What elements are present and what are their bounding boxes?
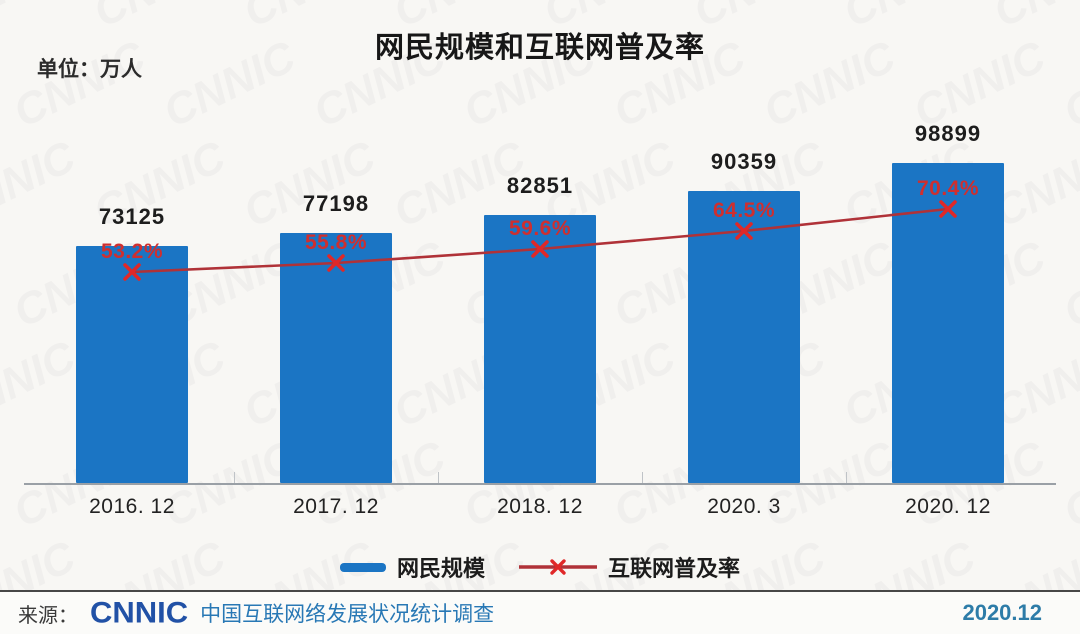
bar-2016.12 xyxy=(76,246,188,483)
percent-label: 59.6% xyxy=(508,217,572,240)
bar-2018.12 xyxy=(484,215,596,483)
bar-value-label: 77198 xyxy=(302,191,370,216)
x-axis-line xyxy=(24,483,1056,485)
footer-divider xyxy=(0,590,1080,592)
x-axis-tick xyxy=(438,472,439,483)
x-axis-tick xyxy=(234,472,235,483)
x-axis-label: 2020. 3 xyxy=(707,495,781,518)
cnnic-logo: CNNIC xyxy=(90,595,189,630)
legend: 网民规模 互联网普及率 xyxy=(0,551,1080,583)
bar-value-label: 82851 xyxy=(506,173,574,198)
x-axis-label: 2016. 12 xyxy=(89,495,175,518)
chart-title: 网民规模和互联网普及率 xyxy=(374,32,705,64)
x-axis-label: 2018. 12 xyxy=(497,495,583,518)
bar-2020.12 xyxy=(892,163,1004,483)
x-axis-label: 2017. 12 xyxy=(293,495,379,518)
bar-value-label: 90359 xyxy=(710,149,778,174)
bar-2017.12 xyxy=(280,233,392,483)
x-axis-tick xyxy=(846,472,847,483)
bar-value-label: 98899 xyxy=(914,121,982,146)
unit-label: 单位：万人 xyxy=(37,58,142,81)
legend-label: 互联网普及率 xyxy=(608,556,741,581)
survey-name: 中国互联网络发展状况统计调查 xyxy=(200,603,495,626)
percent-label: 55.8% xyxy=(304,231,368,254)
percent-label: 70.4% xyxy=(916,177,980,200)
footer: 来源： CNNIC 中国互联网络发展状况统计调查 2020.12 xyxy=(0,592,1080,634)
line-series-swatch xyxy=(519,559,597,575)
x-axis-tick xyxy=(642,472,643,483)
report-date: 2020.12 xyxy=(962,600,1042,625)
bar-2020.3 xyxy=(688,191,800,483)
legend-item-netizen-scale: 网民规模 xyxy=(339,551,485,583)
bar-value-label: 73125 xyxy=(98,204,166,229)
percent-label: 53.2% xyxy=(100,240,164,263)
percent-label: 64.5% xyxy=(712,199,776,222)
legend-label: 网民规模 xyxy=(396,556,485,581)
bar-series-swatch xyxy=(339,562,386,572)
source-label: 来源： xyxy=(18,604,78,627)
x-axis-label: 2020. 12 xyxy=(905,495,991,518)
legend-item-penetration-rate: 互联网普及率 xyxy=(519,551,740,583)
